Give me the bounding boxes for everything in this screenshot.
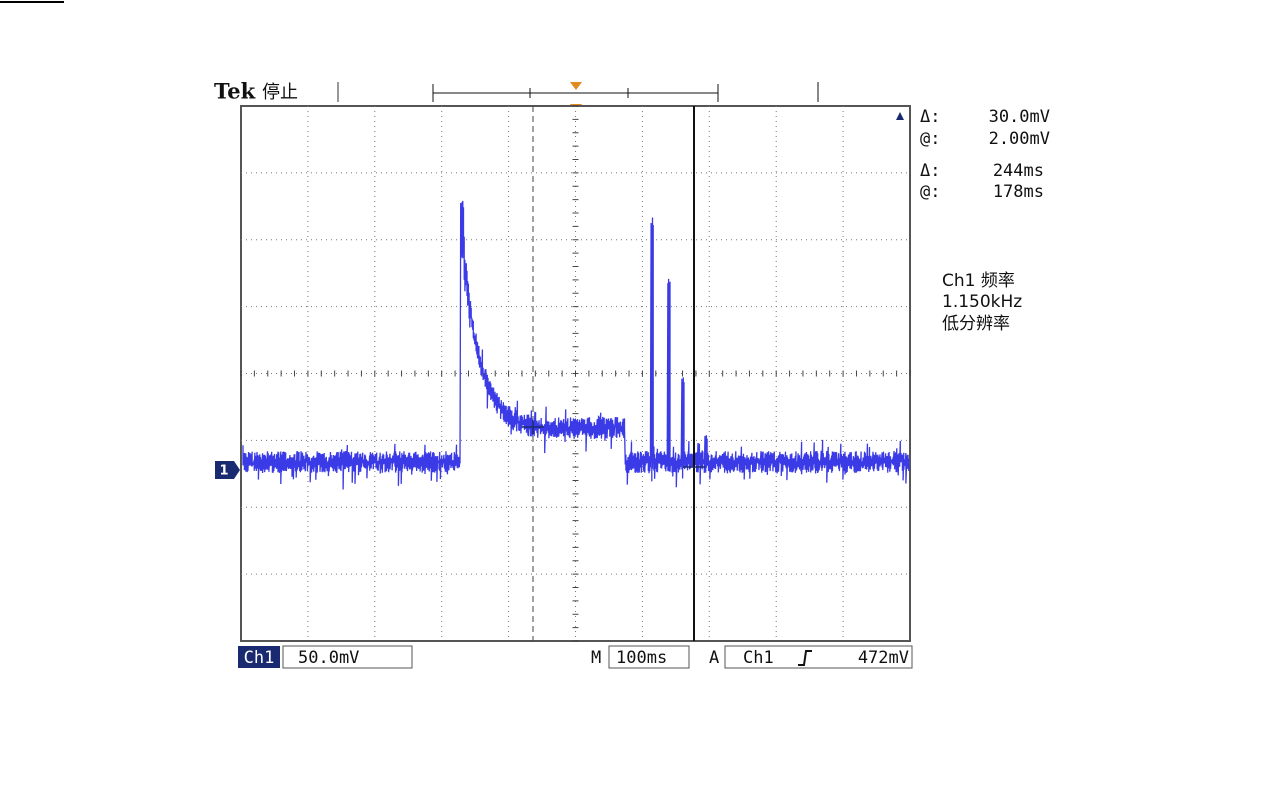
time-box xyxy=(608,645,690,669)
readout-value: 2.00mV xyxy=(989,129,1050,149)
measurement-value: 1.150kHz xyxy=(942,292,1022,312)
brand: Tek xyxy=(214,79,256,104)
trigger-level-marker xyxy=(896,112,904,120)
trigger-label: A xyxy=(709,648,719,668)
readout-value: 30.0mV xyxy=(989,107,1050,127)
time-label: M xyxy=(591,648,601,668)
measurement-name: Ch1 频率 xyxy=(942,271,1015,291)
trigger-box xyxy=(724,645,913,669)
trigger-source: Ch1 xyxy=(743,648,774,668)
channel-badge xyxy=(238,646,280,668)
scale-box xyxy=(282,645,413,669)
readout-value: 244ms xyxy=(993,161,1044,181)
waveform xyxy=(242,200,910,490)
record-bar xyxy=(432,82,819,102)
readout-label: @: xyxy=(920,129,940,149)
readout-value: 178ms xyxy=(993,182,1044,202)
graticule xyxy=(240,105,911,642)
readout-label: @: xyxy=(920,182,940,202)
trigger-level: 472mV xyxy=(858,648,909,668)
time-scale: 100ms xyxy=(616,648,667,668)
readout-label: Δ: xyxy=(920,161,940,181)
measurement-note: 低分辨率 xyxy=(942,314,1010,334)
channel-label: Ch1 xyxy=(244,648,275,668)
vertical-scale: 50.0mV xyxy=(298,648,359,668)
trigger-position-top xyxy=(570,82,582,90)
cursor-crosshairs xyxy=(522,420,705,468)
readout-label: Δ: xyxy=(920,107,940,127)
acquisition-status: 停止 xyxy=(262,82,298,103)
channel-marker-label: 1 xyxy=(219,464,228,479)
trigger-slope xyxy=(798,650,812,666)
channel-ground-marker xyxy=(215,461,240,479)
